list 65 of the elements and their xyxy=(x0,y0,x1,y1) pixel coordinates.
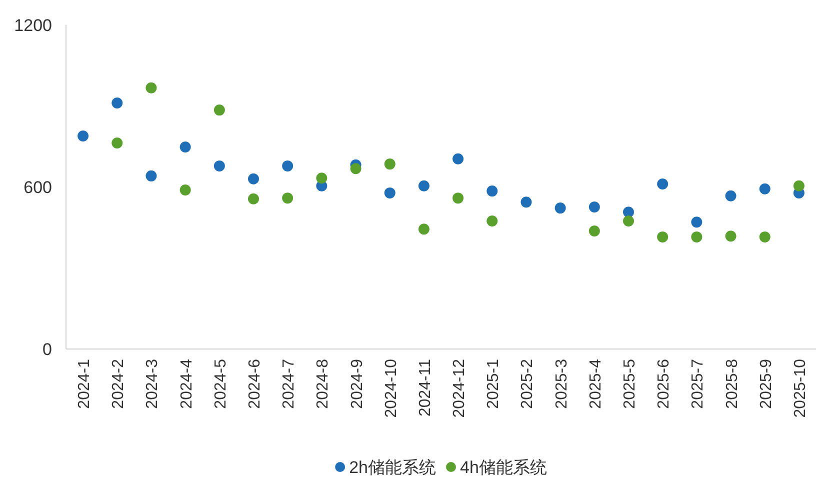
legend-label: 4h储能系统 xyxy=(460,458,547,477)
point xyxy=(657,231,668,242)
x-tick-label: 2024-8 xyxy=(314,358,332,409)
point xyxy=(759,231,770,242)
x-tick-label: 2024-9 xyxy=(348,358,366,409)
point xyxy=(282,160,294,172)
point xyxy=(248,173,259,184)
point xyxy=(78,130,89,142)
point xyxy=(759,183,770,194)
point xyxy=(554,202,566,214)
x-tick-label: 2025-7 xyxy=(690,358,707,409)
point xyxy=(623,206,634,218)
x-tick-label: 2024-2 xyxy=(110,358,128,409)
point xyxy=(146,170,157,182)
point xyxy=(588,226,600,237)
point xyxy=(350,163,362,174)
point xyxy=(112,137,123,148)
x-tick-label: 2025-1 xyxy=(485,358,502,409)
point xyxy=(418,224,430,235)
y-tick-label: 600 xyxy=(24,178,52,197)
point xyxy=(112,98,123,109)
x-tick-label: 2025-3 xyxy=(553,358,570,409)
point xyxy=(452,153,464,164)
point xyxy=(725,190,736,202)
point xyxy=(623,216,634,227)
point xyxy=(588,201,600,212)
y-tick-label: 1200 xyxy=(14,16,52,35)
point xyxy=(248,193,259,204)
point xyxy=(725,230,736,242)
point xyxy=(657,178,668,190)
point xyxy=(214,104,225,116)
point xyxy=(316,172,328,184)
point xyxy=(418,180,430,192)
x-tick-label: 2024-11 xyxy=(416,358,434,417)
point xyxy=(180,184,191,196)
x-tick-label: 2024-5 xyxy=(212,358,230,409)
x-tick-label: 2024-3 xyxy=(144,358,162,409)
point xyxy=(452,192,464,204)
legend-label: 2h储能系统 xyxy=(349,458,436,477)
point xyxy=(384,187,396,198)
point xyxy=(691,231,702,242)
x-tick-label: 2025-8 xyxy=(724,358,741,409)
point xyxy=(180,142,191,153)
point xyxy=(384,158,396,170)
y-tick-label: 0 xyxy=(42,340,52,359)
point xyxy=(146,82,157,94)
x-tick-label: 2024-12 xyxy=(451,358,468,418)
x-tick-label: 2025-4 xyxy=(587,358,604,409)
x-tick-label: 2024-7 xyxy=(280,358,298,409)
x-tick-label: 2025-2 xyxy=(519,358,536,409)
point xyxy=(282,192,294,204)
x-tick-label: 2024-10 xyxy=(382,358,400,418)
point xyxy=(691,216,702,228)
x-tick-label: 2024-6 xyxy=(246,358,264,409)
x-tick-label: 2025-10 xyxy=(792,358,809,418)
x-tick-label: 2024-1 xyxy=(76,358,94,409)
x-tick-label: 2025-9 xyxy=(758,358,775,409)
x-tick-label: 2024-4 xyxy=(178,358,196,409)
point xyxy=(793,180,804,192)
point xyxy=(214,160,225,172)
x-tick-label: 2025-5 xyxy=(622,358,638,409)
point xyxy=(486,216,498,227)
point xyxy=(486,186,498,197)
x-tick-label: 2025-6 xyxy=(656,358,673,409)
point xyxy=(520,196,532,208)
